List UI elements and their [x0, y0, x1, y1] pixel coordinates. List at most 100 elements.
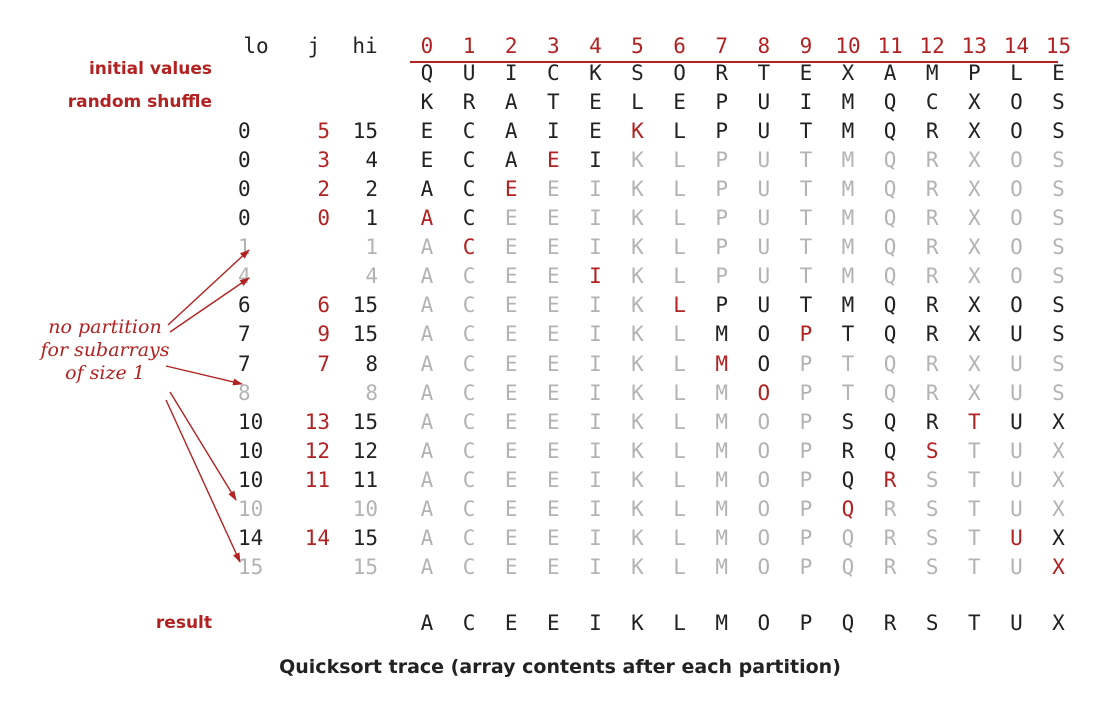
- array-cell: M: [715, 351, 729, 376]
- array-cell: E: [546, 525, 560, 550]
- array-cell: K: [631, 525, 644, 550]
- array-cell: I: [504, 61, 518, 85]
- array-cell: E: [546, 206, 560, 231]
- array-cell: K: [631, 554, 644, 579]
- array-cell: E: [420, 119, 434, 144]
- label-random-shuffle: random shuffle: [67, 92, 212, 112]
- array-cell: I: [589, 380, 602, 405]
- array-cell: M: [715, 380, 729, 405]
- array-cell: E: [546, 264, 560, 289]
- array-cell: I: [546, 119, 560, 144]
- array-cell: S: [1052, 235, 1065, 260]
- array-cell: M: [715, 496, 729, 521]
- array-cell: E: [504, 264, 518, 289]
- array-cell: T: [546, 90, 560, 115]
- array-cell: E: [546, 177, 560, 202]
- array-cell: T: [757, 61, 771, 85]
- array-cell: E: [546, 467, 560, 492]
- array-cell: A: [420, 380, 434, 405]
- array-cell: E: [1052, 61, 1065, 85]
- array-cell: S: [1052, 351, 1065, 376]
- row-j: 0: [317, 206, 330, 231]
- array-cell: O: [1010, 148, 1023, 173]
- array-cell: E: [504, 554, 518, 579]
- array-cell: T: [841, 380, 855, 405]
- array-cell: Q: [883, 235, 897, 260]
- array-cell: S: [631, 61, 644, 85]
- array-cell: R: [883, 554, 897, 579]
- array-cell: O: [1010, 119, 1023, 144]
- array-cell: M: [841, 206, 855, 231]
- array-cell: K: [631, 496, 644, 521]
- array-cell: P: [715, 90, 729, 115]
- array-cell: S: [1052, 322, 1065, 347]
- array-cell: O: [1010, 90, 1023, 115]
- arrow-to-row-lo10: [169, 391, 237, 501]
- index-header-8: 8: [757, 34, 771, 58]
- array-cell: L: [673, 177, 686, 202]
- array-cell: A: [420, 206, 434, 231]
- label-initial-values: initial values: [88, 59, 212, 79]
- array-cell: X: [967, 351, 981, 376]
- row-lo: 10: [238, 467, 264, 492]
- array-cell: U: [757, 90, 771, 115]
- array-cell: E: [546, 438, 560, 463]
- array-cell: T: [967, 438, 981, 463]
- array-cell: A: [420, 177, 434, 202]
- array-cell: E: [504, 177, 518, 202]
- array-cell: O: [1010, 177, 1023, 202]
- array-cell: U: [462, 61, 476, 85]
- result-cell: K: [631, 611, 644, 635]
- array-cell: E: [504, 235, 518, 260]
- row-lo: 8: [238, 380, 251, 405]
- array-cell: X: [1052, 467, 1065, 492]
- array-cell: A: [420, 496, 434, 521]
- array-cell: L: [631, 90, 644, 115]
- row-hi: 11: [352, 467, 378, 492]
- row-lo: 0: [238, 148, 251, 173]
- arrow-to-row-lo15: [165, 399, 241, 563]
- row-j: 13: [304, 409, 330, 434]
- array-cell: O: [757, 496, 771, 521]
- row-hi: 8: [365, 351, 378, 376]
- array-cell: M: [841, 293, 855, 318]
- array-cell: L: [673, 322, 686, 347]
- array-cell: A: [420, 409, 434, 434]
- array-cell: K: [631, 264, 644, 289]
- array-cell: E: [504, 496, 518, 521]
- array-cell: S: [1052, 380, 1065, 405]
- array-cell: P: [715, 293, 729, 318]
- row-hi: 15: [352, 119, 378, 144]
- array-cell: T: [967, 496, 981, 521]
- array-cell: T: [799, 177, 813, 202]
- array-cell: R: [925, 264, 939, 289]
- array-cell: Q: [841, 554, 855, 579]
- array-cell: Q: [883, 380, 897, 405]
- array-cell: C: [462, 206, 476, 231]
- array-cell: I: [589, 467, 602, 492]
- index-header-15: 15: [1045, 34, 1072, 58]
- row-hi: 1: [365, 235, 378, 260]
- index-header-14: 14: [1003, 34, 1030, 58]
- index-header-7: 7: [715, 34, 729, 58]
- array-cell: R: [883, 496, 897, 521]
- array-cell: O: [757, 409, 771, 434]
- array-cell: E: [546, 380, 560, 405]
- result-cell: L: [673, 611, 686, 635]
- row-j: 5: [317, 119, 330, 144]
- row-hi: 10: [352, 496, 378, 521]
- note-line-3: of size 1: [65, 362, 145, 384]
- array-cell: X: [1052, 554, 1065, 579]
- array-cell: C: [462, 322, 476, 347]
- array-cell: E: [589, 119, 602, 144]
- array-cell: C: [546, 61, 560, 85]
- array-cell: Q: [841, 525, 855, 550]
- array-cell: A: [504, 119, 518, 144]
- result-cell: E: [504, 611, 518, 635]
- row-hi: 15: [352, 554, 378, 579]
- row-lo: 7: [238, 351, 251, 376]
- array-cell: L: [673, 235, 686, 260]
- array-cell: E: [504, 409, 518, 434]
- array-cell: Q: [841, 496, 855, 521]
- array-cell: A: [420, 525, 434, 550]
